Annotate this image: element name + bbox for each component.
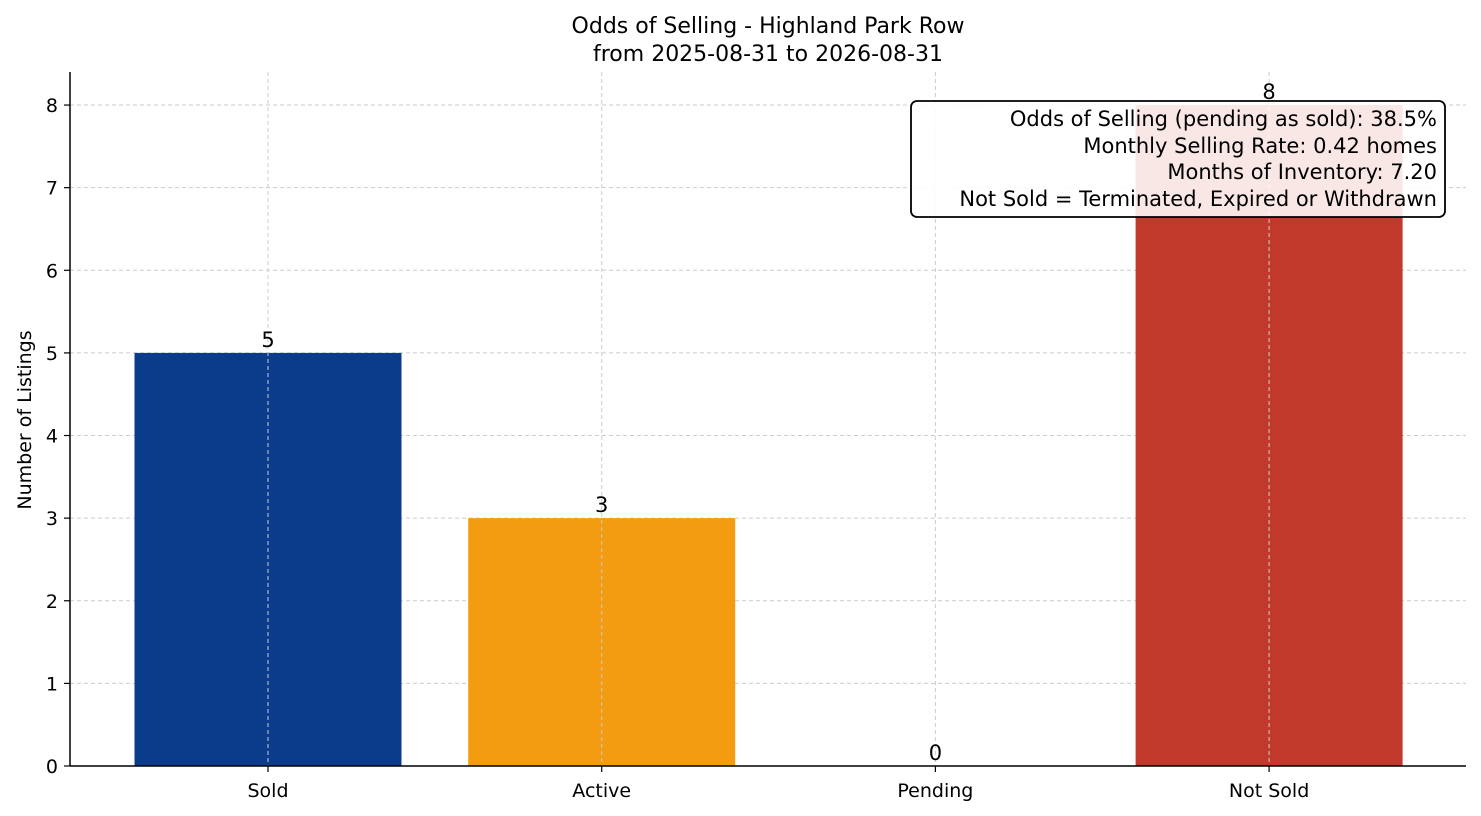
stats-annotation-box: Odds of Selling (pending as sold): 38.5%…: [910, 100, 1446, 218]
x-tick-label: Not Sold: [1229, 780, 1309, 802]
annotation-line-odds: Odds of Selling (pending as sold): 38.5%: [1010, 107, 1437, 131]
y-tick-label: 3: [46, 508, 58, 530]
x-tick-label: Sold: [247, 780, 288, 802]
x-tick-label: Pending: [897, 780, 973, 802]
y-tick-label: 6: [46, 260, 58, 282]
y-tick-label: 8: [46, 95, 58, 117]
annotation-line-inventory: Months of Inventory: 7.20: [1167, 160, 1437, 184]
y-tick-label: 5: [46, 343, 58, 365]
y-tick-label: 1: [46, 673, 58, 695]
bar-value-label: 0: [929, 741, 942, 765]
y-tick-label: 4: [46, 426, 58, 448]
y-tick-label: 7: [46, 178, 58, 200]
bar-labels-layer: 5 3 0 8: [261, 80, 1275, 765]
annotation-line-rate: Monthly Selling Rate: 0.42 homes: [1083, 134, 1437, 158]
y-tick-label: 0: [46, 756, 58, 778]
bar-value-label: 5: [261, 328, 274, 352]
chart-subtitle: from 2025-08-31 to 2026-08-31: [593, 42, 943, 67]
y-axis-label: Number of Listings: [14, 330, 36, 509]
bar-value-label: 3: [595, 493, 608, 517]
ticks-layer: 0 1 2 3 4 5 6 7 8 Sold Active Pending Not Sold: [46, 95, 1309, 802]
chart-title: Odds of Selling - Highland Park Row: [572, 14, 965, 39]
bar-value-label: 8: [1262, 80, 1275, 104]
y-tick-label: 2: [46, 591, 58, 613]
annotation-line-definition: Not Sold = Terminated, Expired or Withdr…: [959, 187, 1437, 211]
annotation-frame: [910, 100, 1446, 218]
x-tick-label: Active: [572, 780, 631, 802]
